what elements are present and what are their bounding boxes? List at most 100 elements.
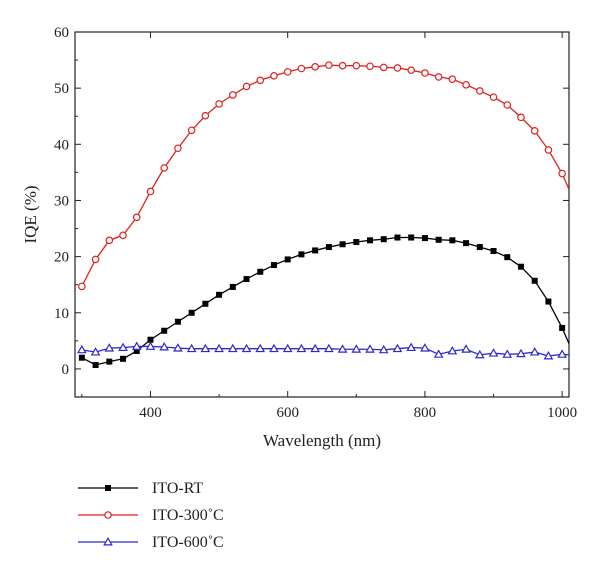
series-line	[81, 236, 569, 366]
data-point	[559, 324, 566, 331]
data-point	[517, 113, 525, 122]
data-point	[160, 164, 168, 172]
data-point	[270, 262, 277, 269]
data-point	[229, 91, 237, 99]
data-point	[421, 235, 428, 242]
data-point	[159, 342, 170, 351]
data-point	[78, 282, 86, 291]
data-point	[394, 234, 401, 241]
data-point	[215, 100, 223, 108]
plot-frame	[74, 31, 570, 398]
data-point	[517, 263, 524, 270]
data-point	[186, 343, 197, 353]
y-tick-label: 10	[54, 306, 69, 322]
data-point	[462, 80, 470, 89]
y-tick-label: 20	[54, 250, 69, 266]
data-point	[118, 342, 128, 352]
data-point	[174, 318, 181, 325]
data-series	[77, 61, 569, 368]
data-point	[296, 343, 307, 353]
data-point	[77, 344, 87, 354]
data-point	[516, 348, 526, 358]
data-point	[173, 343, 183, 352]
data-point	[255, 343, 266, 353]
data-point	[311, 63, 319, 71]
y-tick-label: 0	[62, 362, 70, 378]
data-point	[544, 146, 553, 154]
data-point	[339, 241, 346, 248]
data-point	[78, 354, 85, 361]
data-point	[434, 73, 443, 81]
data-point	[92, 361, 99, 368]
legend-item: ITO-300˚C	[78, 507, 224, 524]
series-2	[78, 61, 569, 291]
y-tick-label: 40	[54, 137, 69, 153]
x-tick-label: 1000	[547, 405, 577, 421]
legend-marker	[103, 536, 113, 546]
data-point	[447, 345, 458, 355]
series-1	[78, 234, 569, 368]
data-point	[241, 343, 252, 353]
data-point	[420, 343, 430, 352]
data-point	[380, 236, 387, 243]
data-point	[503, 101, 512, 109]
data-point	[543, 350, 554, 360]
legend-marker	[105, 485, 111, 491]
data-point	[256, 76, 265, 85]
data-point	[449, 237, 456, 244]
data-point	[435, 236, 442, 243]
data-point	[229, 283, 236, 290]
data-point	[365, 344, 375, 353]
data-point	[325, 244, 332, 251]
data-point	[270, 72, 278, 80]
data-point	[530, 127, 539, 135]
data-point	[352, 61, 361, 70]
data-point	[529, 347, 540, 356]
data-point	[545, 298, 552, 305]
data-point	[105, 236, 114, 245]
data-point	[351, 344, 362, 353]
data-point	[132, 213, 141, 222]
data-point	[90, 347, 101, 356]
data-point	[104, 343, 115, 352]
data-point	[202, 300, 209, 307]
data-point	[283, 68, 292, 76]
legend-label: ITO-600˚C	[152, 534, 224, 551]
legend-item: ITO-600˚C	[78, 534, 224, 551]
data-point	[448, 75, 457, 83]
data-point	[269, 343, 279, 353]
data-point	[325, 61, 333, 69]
data-point	[310, 343, 320, 353]
y-tick-label: 60	[54, 25, 69, 41]
data-point	[214, 343, 224, 353]
data-point	[324, 343, 334, 353]
data-point	[489, 93, 498, 101]
data-point	[312, 247, 319, 254]
legend-marker	[104, 511, 112, 519]
data-point	[476, 244, 483, 251]
data-point	[433, 349, 444, 358]
y-tick-label: 30	[54, 193, 69, 209]
data-point	[257, 268, 264, 275]
data-point	[201, 111, 210, 120]
data-point	[393, 64, 402, 72]
data-point	[298, 251, 305, 258]
data-point	[379, 63, 388, 72]
data-point	[421, 69, 429, 77]
y-tick-label: 50	[54, 81, 69, 97]
data-point	[474, 349, 485, 359]
data-point	[406, 342, 417, 352]
data-point	[145, 341, 156, 350]
data-point	[187, 126, 196, 135]
data-point	[282, 343, 293, 353]
data-point	[243, 276, 250, 283]
data-point	[366, 62, 374, 71]
data-point	[200, 343, 211, 353]
data-point	[146, 187, 155, 196]
x-axis-title: Wavelength (nm)	[263, 431, 381, 450]
data-point	[367, 237, 374, 244]
data-point	[91, 255, 100, 264]
data-point	[188, 309, 195, 316]
plot-area	[74, 31, 570, 398]
